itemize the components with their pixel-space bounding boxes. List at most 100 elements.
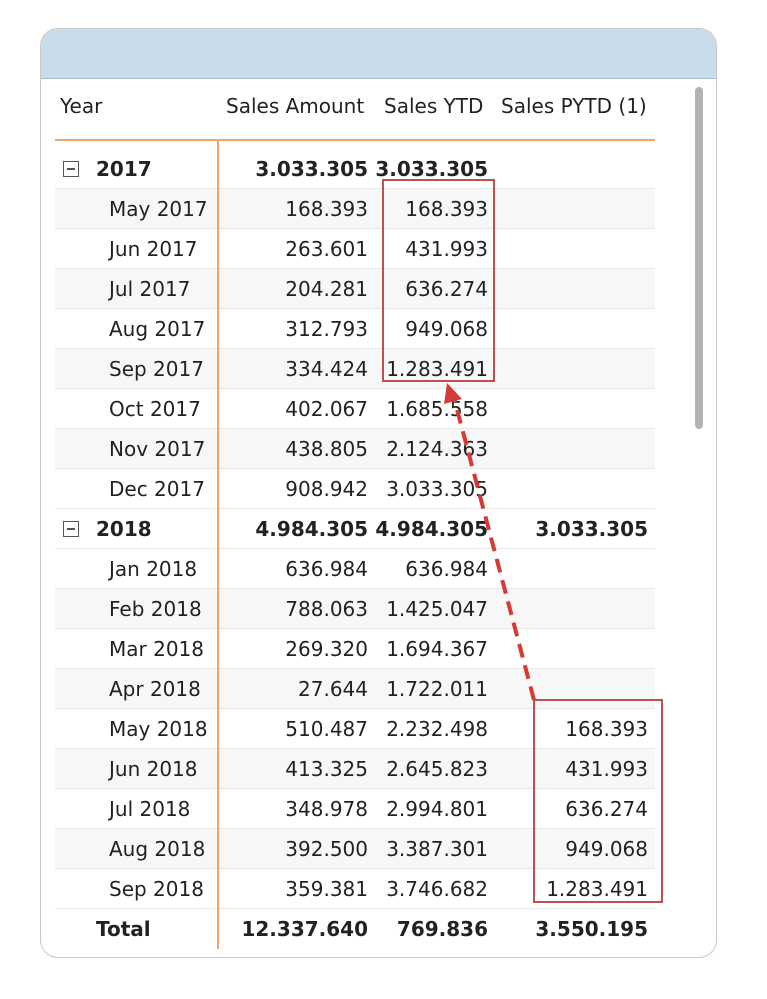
month-row: Sep 2017 334.424 1.283.491 bbox=[55, 349, 655, 389]
sales-amount-cell: 413.325 bbox=[285, 757, 368, 781]
month-label: Aug 2018 bbox=[109, 837, 206, 861]
vertical-scrollbar[interactable] bbox=[695, 87, 703, 429]
sales-pytd-cell: 1.283.491 bbox=[546, 877, 648, 901]
highlight-box-pytd-2018 bbox=[533, 699, 663, 903]
sales-ytd-cell: 2.124.363 bbox=[386, 437, 488, 461]
sales-ytd-cell: 1.722.011 bbox=[386, 677, 488, 701]
column-header-sales-amount[interactable]: Sales Amount bbox=[226, 94, 365, 118]
collapse-icon[interactable] bbox=[63, 161, 79, 177]
sales-amount-cell: 312.793 bbox=[285, 317, 368, 341]
sales-pytd-cell: 168.393 bbox=[565, 717, 648, 741]
sales-ytd-cell: 1.694.367 bbox=[386, 637, 488, 661]
month-row: Oct 2017 402.067 1.685.558 bbox=[55, 389, 655, 429]
sales-ytd-cell: 1.283.491 bbox=[386, 357, 488, 381]
sales-amount-cell: 348.978 bbox=[285, 797, 368, 821]
sales-ytd-cell: 636.274 bbox=[405, 277, 488, 301]
year-label: 2017 bbox=[96, 157, 152, 181]
sales-ytd-cell: 636.984 bbox=[405, 557, 488, 581]
total-label: Total bbox=[96, 917, 151, 941]
sales-amount-cell: 263.601 bbox=[285, 237, 368, 261]
month-row: Dec 2017 908.942 3.033.305 bbox=[55, 469, 655, 509]
highlight-box-ytd-2017 bbox=[382, 179, 495, 382]
column-header-year[interactable]: Year bbox=[60, 94, 103, 118]
year-label: 2018 bbox=[96, 517, 152, 541]
sales-ytd-cell: 168.393 bbox=[405, 197, 488, 221]
month-label: Mar 2018 bbox=[109, 637, 204, 661]
collapse-icon[interactable] bbox=[63, 521, 79, 537]
sales-ytd-cell: 3.387.301 bbox=[386, 837, 488, 861]
month-row: Jul 2018 348.978 2.994.801 636.274 bbox=[55, 789, 655, 829]
month-label: Apr 2018 bbox=[109, 677, 201, 701]
year-row[interactable]: 2017 3.033.305 3.033.305 bbox=[55, 149, 655, 189]
sales-amount-cell: 168.393 bbox=[285, 197, 368, 221]
month-row: Feb 2018 788.063 1.425.047 bbox=[55, 589, 655, 629]
sales-ytd-cell: 3.746.682 bbox=[386, 877, 488, 901]
total-sales-amount: 12.337.640 bbox=[241, 917, 368, 941]
total-sales-pytd: 3.550.195 bbox=[535, 917, 648, 941]
sales-amount-cell: 402.067 bbox=[285, 397, 368, 421]
sales-amount-cell: 3.033.305 bbox=[255, 157, 368, 181]
month-row: Sep 2018 359.381 3.746.682 1.283.491 bbox=[55, 869, 655, 909]
month-label: Dec 2017 bbox=[109, 477, 205, 501]
sales-amount-cell: 510.487 bbox=[285, 717, 368, 741]
month-label: Aug 2017 bbox=[109, 317, 206, 341]
header-divider bbox=[55, 139, 655, 141]
total-row: Total 12.337.640 769.836 3.550.195 bbox=[55, 909, 655, 949]
month-label: Sep 2018 bbox=[109, 877, 204, 901]
sales-amount-cell: 636.984 bbox=[285, 557, 368, 581]
sales-ytd-cell: 4.984.305 bbox=[375, 517, 488, 541]
sales-ytd-cell: 2.994.801 bbox=[386, 797, 488, 821]
month-row: Jan 2018 636.984 636.984 bbox=[55, 549, 655, 589]
month-label: Jul 2018 bbox=[109, 797, 191, 821]
month-label: Nov 2017 bbox=[109, 437, 206, 461]
month-label: May 2017 bbox=[109, 197, 208, 221]
sales-ytd-cell: 2.232.498 bbox=[386, 717, 488, 741]
visual-header-bar bbox=[41, 29, 716, 79]
sales-amount-cell: 438.805 bbox=[285, 437, 368, 461]
month-row: Jun 2018 413.325 2.645.823 431.993 bbox=[55, 749, 655, 789]
month-row: Jun 2017 263.601 431.993 bbox=[55, 229, 655, 269]
month-label: Jun 2018 bbox=[109, 757, 198, 781]
sales-amount-cell: 269.320 bbox=[285, 637, 368, 661]
sales-pytd-cell: 949.068 bbox=[565, 837, 648, 861]
month-row: Apr 2018 27.644 1.722.011 bbox=[55, 669, 655, 709]
sales-ytd-cell: 1.425.047 bbox=[386, 597, 488, 621]
sales-ytd-cell: 1.685.558 bbox=[386, 397, 488, 421]
month-label: Jul 2017 bbox=[109, 277, 191, 301]
month-label: Jun 2017 bbox=[109, 237, 198, 261]
month-row: May 2018 510.487 2.232.498 168.393 bbox=[55, 709, 655, 749]
sales-amount-cell: 27.644 bbox=[298, 677, 368, 701]
month-label: May 2018 bbox=[109, 717, 208, 741]
sales-amount-cell: 4.984.305 bbox=[255, 517, 368, 541]
month-label: Oct 2017 bbox=[109, 397, 201, 421]
sales-amount-cell: 788.063 bbox=[285, 597, 368, 621]
sales-ytd-cell: 431.993 bbox=[405, 237, 488, 261]
month-row: Aug 2017 312.793 949.068 bbox=[55, 309, 655, 349]
sales-amount-cell: 359.381 bbox=[285, 877, 368, 901]
sales-ytd-cell: 949.068 bbox=[405, 317, 488, 341]
column-header-sales-pytd[interactable]: Sales PYTD (1) bbox=[501, 94, 647, 118]
row-header-divider bbox=[217, 141, 219, 949]
sales-pytd-cell: 3.033.305 bbox=[535, 517, 648, 541]
matrix-visual: Year Sales Amount Sales YTD Sales PYTD (… bbox=[40, 28, 717, 958]
month-label: Feb 2018 bbox=[109, 597, 202, 621]
month-row: Nov 2017 438.805 2.124.363 bbox=[55, 429, 655, 469]
sales-amount-cell: 392.500 bbox=[285, 837, 368, 861]
sales-ytd-cell: 3.033.305 bbox=[386, 477, 488, 501]
total-sales-ytd: 769.836 bbox=[396, 917, 488, 941]
sales-ytd-cell: 3.033.305 bbox=[375, 157, 488, 181]
month-row: Aug 2018 392.500 3.387.301 949.068 bbox=[55, 829, 655, 869]
sales-amount-cell: 908.942 bbox=[285, 477, 368, 501]
year-row[interactable]: 2018 4.984.305 4.984.305 3.033.305 bbox=[55, 509, 655, 549]
month-row: May 2017 168.393 168.393 bbox=[55, 189, 655, 229]
sales-amount-cell: 204.281 bbox=[285, 277, 368, 301]
sales-ytd-cell: 2.645.823 bbox=[386, 757, 488, 781]
month-row: Jul 2017 204.281 636.274 bbox=[55, 269, 655, 309]
month-row: Mar 2018 269.320 1.694.367 bbox=[55, 629, 655, 669]
column-header-sales-ytd[interactable]: Sales YTD bbox=[384, 94, 484, 118]
month-label: Jan 2018 bbox=[109, 557, 198, 581]
month-label: Sep 2017 bbox=[109, 357, 204, 381]
sales-amount-cell: 334.424 bbox=[285, 357, 368, 381]
sales-pytd-cell: 636.274 bbox=[565, 797, 648, 821]
sales-pytd-cell: 431.993 bbox=[565, 757, 648, 781]
